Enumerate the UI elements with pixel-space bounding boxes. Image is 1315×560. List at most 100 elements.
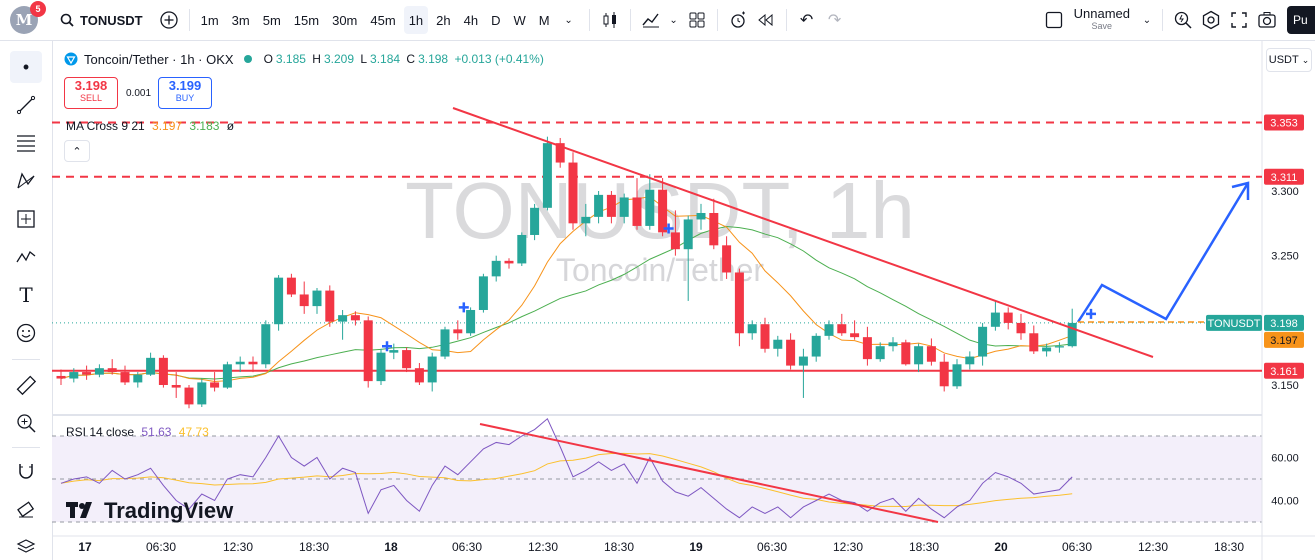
quick-search-icon — [1174, 11, 1192, 29]
chart-type-button[interactable] — [596, 6, 624, 34]
interval-w[interactable]: W — [513, 12, 526, 28]
emoji-tool[interactable] — [10, 317, 42, 349]
time-tick-label: 06:30 — [146, 540, 176, 554]
tradingview-logo[interactable]: TradingView — [66, 498, 233, 524]
indicators-button[interactable] — [637, 6, 665, 34]
candle-body — [786, 339, 796, 366]
collapse-legend-button[interactable]: ⌃ — [64, 140, 90, 162]
interval-m[interactable]: M — [538, 12, 550, 28]
candle-body — [773, 339, 783, 349]
settings-button[interactable] — [1197, 6, 1225, 34]
interval-45m[interactable]: 45m — [370, 12, 396, 28]
ma-cross-marker — [458, 302, 469, 313]
candle-body — [901, 342, 911, 365]
add-circle-icon — [159, 11, 178, 29]
alert-button[interactable] — [724, 6, 752, 34]
candle-body — [722, 245, 732, 273]
indicators-dropdown[interactable]: ⌄ — [665, 6, 683, 34]
ma-cross-legend[interactable]: MA Cross 9 21 3.197 3.183 ø — [66, 119, 234, 133]
ma-null-value: ø — [226, 119, 235, 133]
ma-cross-marker — [663, 223, 674, 234]
buy-label: BUY — [175, 93, 195, 103]
candle-body — [875, 346, 885, 360]
candle-body — [926, 346, 936, 362]
level-tag-3.311: 3.311 — [1271, 172, 1298, 184]
magnet-tool[interactable] — [10, 455, 42, 487]
crosshair-box-icon — [17, 210, 35, 228]
brush-tool[interactable] — [10, 241, 42, 273]
measure-tool[interactable] — [10, 369, 42, 401]
candle-body — [1016, 322, 1026, 334]
interval-d[interactable]: D — [491, 12, 501, 28]
ohlc-values: O 3.185 H 3.209 L 3.184 C 3.198 +0.013 (+0.4… — [264, 52, 547, 66]
buy-button[interactable]: 3.199 BUY — [158, 77, 212, 109]
descending-trendline[interactable] — [452, 107, 1154, 358]
candle-body — [440, 329, 450, 357]
eraser-icon — [17, 501, 35, 518]
redo-button[interactable]: ↷ — [821, 6, 849, 34]
interval-4h[interactable]: 4h — [463, 12, 479, 28]
replay-button[interactable] — [752, 6, 780, 34]
eraser-tool[interactable] — [10, 493, 42, 525]
price-chart[interactable]: TONUSDT, 1hToncoin/Tether3.3533.3113.161… — [0, 41, 1315, 560]
trend-line-tool[interactable] — [10, 89, 42, 121]
interval-30m[interactable]: 30m — [332, 12, 358, 28]
user-avatar[interactable]: M 5 — [10, 1, 46, 34]
symbol-label: TONUSDT — [80, 12, 143, 28]
symbol-tag-bg — [1206, 314, 1262, 331]
trend-line-icon — [16, 95, 36, 115]
publish-button[interactable]: Pu — [1287, 6, 1315, 34]
toncoin-logo-icon — [64, 52, 78, 66]
text-tool[interactable]: T — [10, 279, 42, 311]
divider — [629, 9, 631, 31]
rsi-label: RSI 14 close — [66, 425, 135, 439]
undo-button[interactable]: ↶ — [793, 6, 821, 34]
search-icon — [60, 13, 74, 27]
quick-search-button[interactable] — [1169, 6, 1197, 34]
sell-button[interactable]: 3.198 SELL — [64, 77, 118, 109]
zoom-tool[interactable] — [10, 407, 42, 439]
candle-body — [862, 337, 872, 360]
symbol-title[interactable]: Toncoin/Tether · 1h · OKX — [84, 51, 234, 67]
layout-name[interactable]: Unnamed Save — [1074, 7, 1130, 33]
candle-body — [530, 207, 540, 235]
fib-tool[interactable] — [10, 127, 42, 159]
rsi-legend[interactable]: RSI 14 close 51.63 47.73 — [66, 425, 209, 439]
indicators-icon — [642, 13, 659, 28]
candle-body — [619, 197, 629, 217]
ma-slow-value: 3.183 — [189, 119, 220, 133]
symbol-search[interactable]: TONUSDT — [60, 13, 143, 28]
candle-body — [837, 324, 847, 334]
candle-body — [466, 309, 476, 334]
ma-price-tag: 3.197 — [1270, 335, 1298, 347]
symbol-tag-label: TONUSDT — [1208, 318, 1261, 330]
projection-tool[interactable] — [10, 203, 42, 235]
notification-badge: 5 — [30, 1, 46, 17]
fullscreen-button[interactable] — [1225, 6, 1253, 34]
snapshot-button[interactable] — [1253, 6, 1281, 34]
object-tree-tool[interactable] — [10, 531, 42, 560]
layouts-button[interactable] — [683, 6, 711, 34]
rsi-divergence-line[interactable] — [479, 423, 939, 523]
layout-dropdown[interactable]: ⌄ — [1138, 6, 1156, 34]
interval-5m[interactable]: 5m — [262, 12, 281, 28]
cursor-tool[interactable]: • — [10, 51, 42, 83]
projection-path[interactable] — [1076, 182, 1250, 323]
interval-3m[interactable]: 3m — [231, 12, 250, 28]
interval-dropdown[interactable]: ⌄ — [555, 6, 583, 34]
candle-body — [120, 372, 130, 383]
level-tag-bg — [1264, 362, 1304, 379]
candle-body — [286, 277, 296, 295]
fullscreen-icon — [1231, 12, 1247, 28]
dot-cursor-icon: • — [22, 56, 30, 77]
interval-2h[interactable]: 2h — [436, 12, 451, 28]
interval-15m[interactable]: 15m — [293, 12, 320, 28]
layout-checkbox[interactable] — [1040, 6, 1068, 34]
interval-1h[interactable]: 1h — [403, 6, 429, 34]
compare-symbol-button[interactable] — [155, 6, 183, 34]
pattern-tool[interactable] — [10, 165, 42, 197]
candle-body — [222, 364, 232, 388]
interval-1m[interactable]: 1m — [200, 12, 219, 28]
currency-selector[interactable]: USDT ⌄ — [1266, 48, 1312, 72]
divider — [785, 9, 787, 31]
